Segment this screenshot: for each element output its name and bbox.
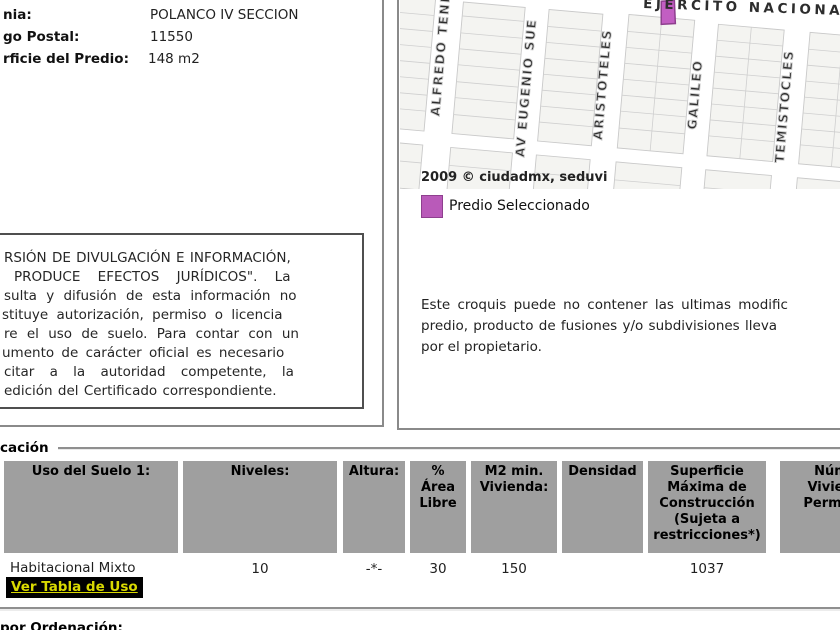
field-label-codigo-postal: go Postal:	[3, 29, 80, 45]
disclaimer-line: citar a la autoridad competente, la	[4, 364, 294, 380]
street-label-galileo: GALILEO	[684, 59, 705, 130]
cell-niveles: 10	[251, 561, 269, 577]
disclaimer-line: re el uso de suelo. Para contar con un	[4, 326, 299, 342]
section-legend-ordenacion: por Ordenación:	[0, 620, 123, 630]
cell-area-libre: 30	[429, 561, 447, 577]
section-rule	[58, 447, 840, 450]
legal-disclaimer-box: RSIÓN DE DIVULGACIÓN E INFORMACIÓN, PROD…	[0, 233, 364, 409]
map-note-line: por el propietario.	[421, 339, 542, 355]
disclaimer-line: sulta y difusión de esta información no	[4, 288, 297, 304]
section-legend-zonificacion: cación	[0, 440, 49, 456]
cell-uso-del-suelo: Habitacional Mixto	[10, 560, 136, 576]
map-copyright: 2009 © ciudadmx, seduvi	[421, 170, 608, 185]
field-label-colonia: nia:	[3, 7, 32, 23]
disclaimer-line: umento de carácter oficial es necesario	[2, 345, 285, 361]
col-header-altura: Altura:	[343, 461, 405, 553]
cell-altura: -*-	[365, 561, 383, 577]
field-label-superficie: rficie del Predio:	[3, 51, 129, 67]
cell-superficie-maxima: 1037	[689, 561, 725, 577]
legend-label: Predio Seleccionado	[449, 198, 590, 214]
ver-tabla-de-uso-link[interactable]: Ver Tabla de Uso	[6, 577, 143, 598]
cell-m2-min-vivienda: 150	[501, 561, 527, 577]
field-value-superficie: 148 m2	[148, 51, 200, 67]
col-header-num-viviendas: Número Viviendas Permitidas	[780, 461, 840, 553]
cell-num-viviendas: (	[780, 561, 840, 577]
map-note-line: predio, producto de fusiones y/o subdivi…	[421, 318, 778, 334]
section-rule	[0, 607, 840, 611]
col-header-densidad: Densidad	[562, 461, 643, 553]
field-value-colonia: POLANCO IV SECCION	[150, 7, 299, 23]
field-value-codigo-postal: 11550	[150, 29, 193, 45]
map-note-line: Este croquis puede no contener las ultim…	[421, 297, 788, 313]
map-drawing: ALFREDO TENNY AV EUGENIO SUE ARISTOTELES…	[400, 0, 840, 189]
selected-parcel-shape[interactable]	[659, 0, 677, 26]
col-header-area-libre: % Área Libre	[410, 461, 466, 553]
col-header-superficie-maxima: Superficie Máxima de Construcción (Sujet…	[648, 461, 766, 553]
disclaimer-line: PRODUCE EFECTOS JURÍDICOS". La	[14, 269, 291, 285]
disclaimer-line: edición del Certificado correspondiente.	[4, 383, 277, 399]
col-header-uso-del-suelo: Uso del Suelo 1:	[4, 461, 178, 553]
col-header-m2-min-vivienda: M2 min. Vivienda:	[471, 461, 557, 553]
col-header-niveles: Niveles:	[183, 461, 337, 553]
disclaimer-line: RSIÓN DE DIVULGACIÓN E INFORMACIÓN,	[4, 250, 291, 266]
legend-swatch-selected-parcel	[421, 195, 443, 218]
parcel-map[interactable]: ALFREDO TENNY AV EUGENIO SUE ARISTOTELES…	[400, 0, 840, 189]
disclaimer-line: stituye autorización, permiso o licencia	[2, 307, 283, 323]
